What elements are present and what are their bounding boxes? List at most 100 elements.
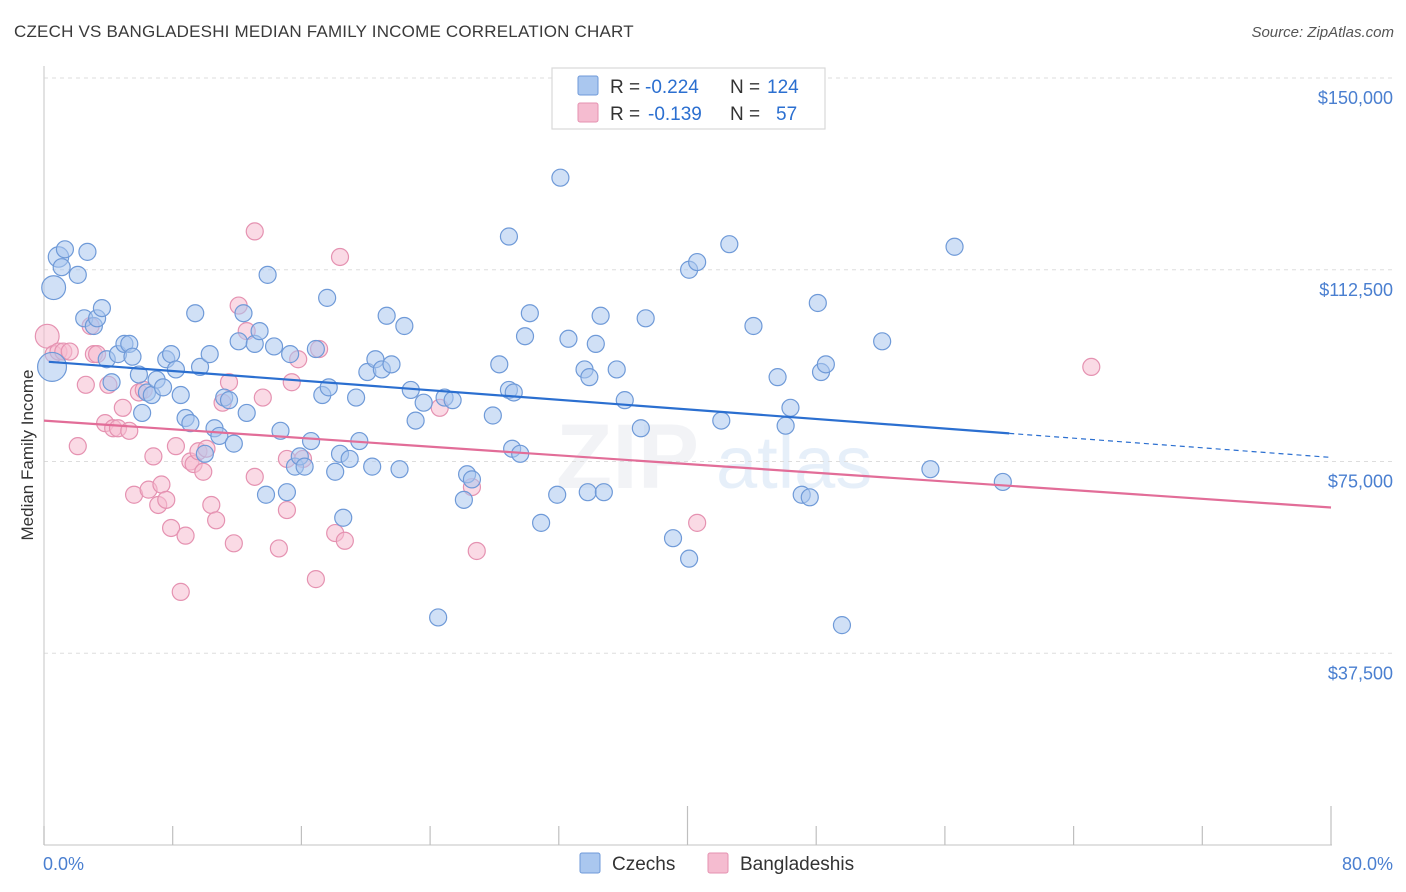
czechs-point <box>800 488 819 507</box>
gridlines <box>44 77 1392 654</box>
czechs-point <box>190 357 210 377</box>
trend-lines <box>43 360 1332 509</box>
czechs-point <box>454 490 473 509</box>
czechs-point <box>816 355 835 374</box>
bangladeshis-point <box>335 531 354 550</box>
czechs-point <box>559 329 578 348</box>
bangladeshis-point <box>245 222 264 241</box>
czechs-point <box>129 365 149 384</box>
x-min-label: 0.0% <box>43 854 84 874</box>
czechs-point <box>166 360 186 379</box>
czechs-point <box>55 240 75 259</box>
czechs-point <box>631 419 650 438</box>
czechs-point <box>776 416 795 435</box>
czechs-point <box>229 332 248 351</box>
czechs-point <box>548 485 567 504</box>
bangladeshis-point <box>253 388 272 407</box>
bangladeshis-point <box>144 447 163 466</box>
czechs-point <box>36 351 68 382</box>
legend-r-value-czechs: -0.224 <box>645 77 699 98</box>
czechs-point <box>580 368 599 387</box>
czechs-point <box>462 470 482 489</box>
y-tick-label: $75,000 <box>1328 472 1393 492</box>
czechs-point <box>377 306 396 325</box>
bangladeshis-point <box>224 534 243 553</box>
czechs-point <box>515 327 535 346</box>
czechs-point <box>186 304 205 323</box>
czechs-point <box>551 168 570 187</box>
czechs-point <box>153 378 173 397</box>
czechs-point <box>712 411 731 430</box>
czechs-point <box>680 549 699 568</box>
czechs-point <box>295 457 314 476</box>
czechs-point <box>92 299 112 318</box>
czechs-point <box>720 235 739 254</box>
bangladeshis-point <box>306 570 325 589</box>
czechs-point <box>607 360 626 379</box>
bangladeshis-point <box>245 467 264 486</box>
czechs-point <box>234 304 253 323</box>
bangladeshis-point <box>194 462 213 481</box>
czechs-point <box>224 434 243 453</box>
bangladeshis-point <box>330 247 350 267</box>
bottom-legend-swatch-bangladeshis <box>707 852 729 874</box>
czechs-point <box>532 513 551 532</box>
czechs-point <box>346 388 366 407</box>
bangladeshis-point <box>282 373 301 392</box>
czechs-point <box>277 483 297 502</box>
czechs-point <box>133 403 152 423</box>
legend-swatch-bangladeshis <box>577 102 599 123</box>
x-max-label: 80.0% <box>1342 854 1393 874</box>
y-tick-label: $150,000 <box>1318 88 1393 108</box>
czechs-point <box>171 385 190 405</box>
y-tick-label: $37,500 <box>1328 663 1393 683</box>
bangladeshis-point <box>688 513 707 532</box>
czechs-point <box>768 368 787 387</box>
bottom-legend-label-czechs: Czechs <box>612 854 675 875</box>
bangladeshis-point <box>68 437 87 456</box>
czechs-point <box>832 616 852 635</box>
czechs-point <box>406 411 425 430</box>
czechs-point <box>195 444 214 463</box>
bangladeshis-point <box>76 375 95 394</box>
czechs-point <box>326 462 345 481</box>
czechs-point <box>873 332 892 351</box>
czechs-point <box>161 345 181 364</box>
series-czechs-points <box>36 168 1012 635</box>
legend-r-value-bangladeshis: -0.139 <box>648 104 702 125</box>
czechs-point <box>181 414 200 433</box>
czechs-point <box>68 265 87 284</box>
czechs-point <box>382 355 401 374</box>
czechs-point <box>271 421 290 440</box>
bangladeshis-point <box>207 511 226 530</box>
czechs-point <box>586 334 605 353</box>
czechs-point <box>781 398 800 417</box>
legend-n-label-bangladeshis: N = <box>730 104 760 125</box>
czechs-point <box>921 460 940 479</box>
czechs-point <box>318 288 337 307</box>
bangladeshis-point <box>202 495 221 515</box>
czechs-point <box>490 355 509 374</box>
legend-n-value-bangladeshis: 57 <box>776 104 797 125</box>
trend-line-czechs <box>48 360 1010 435</box>
czechs-point <box>578 483 597 502</box>
bangladeshis-point <box>113 398 132 417</box>
czechs-point <box>945 237 964 256</box>
bottom-legend: Czechs Bangladeshis <box>579 852 854 875</box>
czechs-point <box>340 449 359 469</box>
czechs-point <box>237 403 256 423</box>
czechs-point <box>306 339 325 359</box>
czechs-point <box>499 227 519 246</box>
czechs-point <box>808 293 827 313</box>
czechs-point <box>504 383 523 402</box>
bangladeshis-point <box>467 541 486 561</box>
source-credit: Source: ZipAtlas.com <box>1251 24 1394 41</box>
bangladeshis-point <box>166 437 186 456</box>
czechs-point <box>334 508 353 527</box>
bottom-legend-swatch-czechs <box>579 852 601 874</box>
czechs-point <box>744 316 763 336</box>
bangladeshis-point <box>1082 357 1101 377</box>
czechs-point <box>264 337 284 356</box>
y-tick-labels: $37,500 $75,000 $112,500 $150,000 <box>1318 88 1393 683</box>
